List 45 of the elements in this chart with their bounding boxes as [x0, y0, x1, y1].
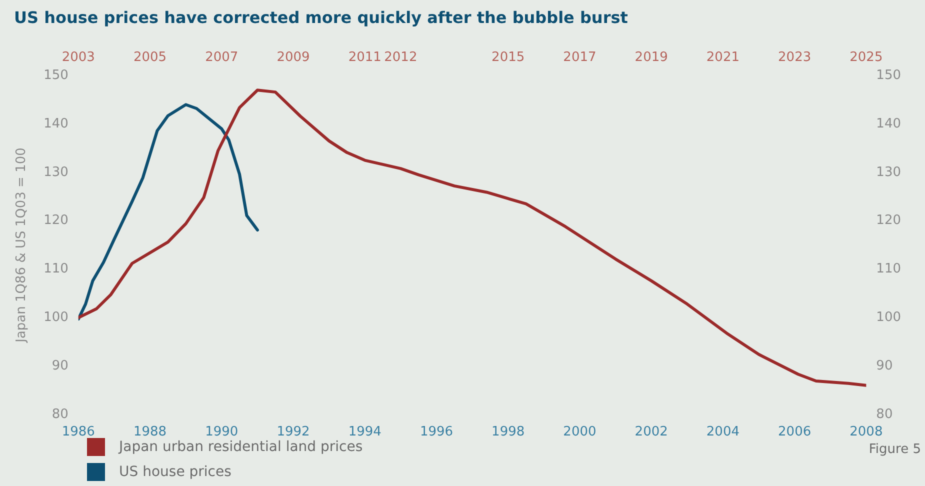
y2-tick-label: 130: [876, 164, 902, 180]
x-tick-label: 2008: [850, 424, 883, 440]
legend-label: US house prices: [119, 464, 232, 480]
y-tick-label: 140: [44, 116, 68, 132]
y2-tick-label: 100: [876, 310, 902, 325]
chart-title: US house prices have corrected more quickly after the bubble burst: [14, 8, 628, 27]
x2-tick-label: 2012: [384, 50, 418, 66]
x2-tick-label: 2021: [706, 50, 740, 66]
x2-tick-label: 2005: [133, 50, 167, 66]
y-tick-label: 100: [44, 310, 68, 325]
x-tick-label: 2006: [778, 424, 812, 440]
x2-tick-label: 2003: [62, 50, 95, 66]
x2-tick-label: 2023: [778, 50, 812, 66]
x2-tick-label: 2011: [348, 50, 382, 66]
x2-tick-label: 2015: [492, 50, 525, 66]
x2-tick-label: 2025: [850, 50, 883, 66]
y-tick-label: 150: [44, 68, 68, 83]
y2-tick-label: 120: [876, 213, 902, 228]
x-tick-label: 1996: [420, 424, 454, 440]
y2-tick-label: 150: [876, 68, 902, 83]
x-tick-label: 1998: [492, 424, 525, 440]
y-tick-label: 120: [44, 213, 68, 228]
y-axis-title: Japan 1Q86 & US 1Q03 = 100: [14, 148, 30, 344]
x-tick-label: 1988: [133, 424, 167, 440]
x2-tick-label: 2019: [634, 50, 668, 66]
y2-tick-label: 140: [876, 116, 902, 132]
x-tick-label: 1990: [205, 424, 238, 440]
y2-tick-label: 90: [876, 358, 893, 374]
legend-label: Japan urban residential land prices: [119, 438, 363, 454]
x2-tick-label: 2007: [205, 50, 238, 66]
x-tick-label: 2000: [563, 424, 596, 440]
y-tick-label: 90: [52, 358, 68, 374]
x-tick-label: 1992: [276, 424, 310, 440]
x-tick-label: 1994: [348, 424, 382, 440]
y-tick-label: 110: [44, 262, 68, 277]
x-tick-label: 2002: [634, 424, 668, 440]
y2-tick-label: 80: [876, 406, 893, 422]
caption: Figure 5: [868, 442, 921, 457]
x-tick-label: 2004: [706, 424, 740, 440]
x2-tick-label: 2009: [276, 50, 310, 66]
y2-tick-label: 110: [876, 262, 902, 277]
y-tick-label: 130: [44, 164, 68, 180]
x-tick-label: 1986: [62, 424, 95, 440]
x2-tick-label: 2017: [563, 50, 596, 66]
y-tick-label: 80: [52, 406, 68, 422]
